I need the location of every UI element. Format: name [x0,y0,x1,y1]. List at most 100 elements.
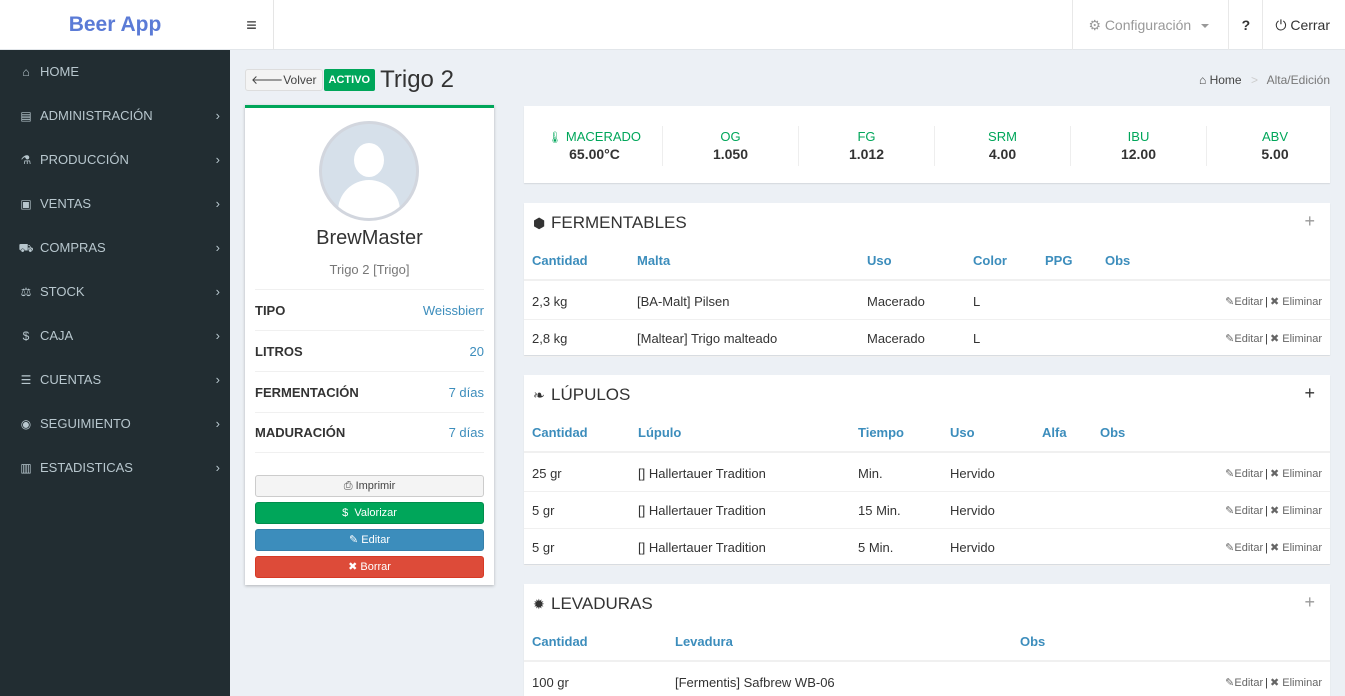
detail-value[interactable]: 7 días [448,425,484,440]
action-separator: | [1265,333,1268,345]
stat-label: ABV [1207,128,1343,145]
help-button[interactable]: ? [1228,0,1262,50]
app-logo[interactable]: Beer App [68,13,162,36]
bars-icon: ≡ [246,15,257,35]
navbar-right: ⚙ Configuración ? ⏻ Cerrar [1072,0,1345,50]
config-dropdown[interactable]: ⚙ Configuración [1072,0,1228,50]
valorizar-button[interactable]: $ Valorizar [255,502,484,524]
stat-value: 4.00 [988,146,1017,162]
delete-link-label: Eliminar [1282,468,1322,480]
edit-link[interactable]: ✎Editar [1225,468,1263,480]
avatar-body [338,180,400,218]
sidebar-item-seguimiento[interactable]: ◉ SEGUIMIENTO › [0,402,230,446]
chevron-right-icon: › [215,196,220,211]
close-icon: ✖ [1269,296,1283,308]
recipe-stats-box: 🌡 MACERADO 65.00°C OG 1.050 FG 1.012 SRM 4.00 IBU… [524,106,1330,183]
column-header[interactable]: Obs [1105,253,1131,268]
table-cell: 15 Min. [858,503,901,518]
column-header[interactable]: Uso [950,425,975,440]
lupulos-title: ❧ LÚPULOS [533,385,630,405]
delete-link[interactable]: ✖ Eliminar [1270,677,1322,689]
edit-link[interactable]: ✎Editar [1225,677,1263,689]
column-header[interactable]: Tiempo [858,425,904,440]
delete-link[interactable]: ✖ Eliminar [1270,505,1322,517]
breadcrumb-home[interactable]: ⌂ Home [1199,73,1242,87]
back-label: Volver [283,73,317,87]
edit-link[interactable]: ✎Editar [1225,542,1263,554]
sidebar-item-label: STOCK [40,284,85,299]
leaf-icon: ❧ [533,387,545,403]
edit-link[interactable]: ✎Editar [1225,296,1263,308]
edit-link[interactable]: ✎Editar [1225,505,1263,517]
delete-link-label: Eliminar [1282,333,1322,345]
table-cell: [] Hallertauer Tradition [638,540,766,555]
column-header[interactable]: Alfa [1042,425,1067,440]
column-header[interactable]: Levadura [675,634,733,649]
column-header[interactable]: Color [973,253,1007,268]
table-cell: 25 gr [532,466,562,481]
top-navbar: Beer App ≡ ⚙ Configuración ? ⏻ Cerrar [0,0,1345,50]
back-button[interactable]: 🡐Volver [245,69,323,91]
money-icon: ▣ [20,197,32,211]
column-header[interactable]: Malta [637,253,671,268]
column-header[interactable]: Cantidad [532,634,588,649]
delete-link[interactable]: ✖ Eliminar [1270,468,1322,480]
arrow-left-icon: 🡐 [251,73,284,87]
delete-link[interactable]: ✖ Eliminar [1270,296,1322,308]
edit-link-label: Editar [1234,333,1264,345]
column-header[interactable]: Obs [1100,425,1126,440]
table-cell: Hervido [950,540,995,555]
logout-button[interactable]: ⏻ Cerrar [1262,0,1345,50]
fermentables-title-label: FERMENTABLES [551,213,687,232]
sidebar-item-cuentas[interactable]: ☰ CUENTAS › [0,358,230,402]
close-icon: ✖ [1269,505,1283,517]
delete-button[interactable]: ✖ Borrar [255,556,484,578]
edit-button[interactable]: ✎ Editar [255,529,484,551]
sidebar-item-administración[interactable]: ▤ ADMINISTRACIÓN › [0,94,230,138]
column-header[interactable]: Cantidad [532,253,588,268]
sidebar-item-stock[interactable]: ⚖ STOCK › [0,270,230,314]
stat-label: 🌡 MACERADO [527,128,662,145]
sidebar-item-label: ESTADISTICAS [40,460,133,475]
list-icon: ☰ [20,373,32,387]
detail-value[interactable]: 20 [469,343,484,359]
sidebar-item-caja[interactable]: $ CAJA › [0,314,230,358]
edit-link-label: Editar [1234,505,1264,517]
levaduras-title: ✹ LEVADURAS [533,594,653,614]
edit-link-label: Editar [1234,542,1264,554]
sidebar-item-compras[interactable]: ⛟ COMPRAS › [0,226,230,270]
stat-label-text: OG [720,129,741,144]
delete-link[interactable]: ✖ Eliminar [1270,333,1322,345]
delete-link[interactable]: ✖ Eliminar [1270,542,1322,554]
stat-abv: ABV 5.00 [1207,126,1343,166]
sidebar-toggle-button[interactable]: ≡ [230,0,274,50]
column-header[interactable]: Lúpulo [638,425,682,440]
edit-link[interactable]: ✎Editar [1225,333,1263,345]
add-lupulo-button[interactable]: + [1304,383,1315,403]
add-levadura-button[interactable]: + [1304,592,1315,612]
table-cell: 100 gr [532,675,569,690]
table-cell: [Maltear] Trigo malteado [637,331,778,346]
pencil-icon: ✎ [1225,505,1235,517]
sidebar-item-estadisticas[interactable]: ▥ ESTADISTICAS › [0,446,230,490]
column-header[interactable]: Uso [867,253,892,268]
column-header[interactable]: PPG [1045,253,1073,268]
config-label: Configuración [1104,17,1192,33]
content-header: 🡐Volver ACTIVO Trigo 2 [245,65,454,95]
table-cell: [Fermentis] Safbrew WB-06 [675,675,835,690]
avatar [319,121,419,221]
table-cell: L [973,331,981,346]
row-actions: ✎Editar | ✖ Eliminar [1225,541,1322,554]
print-button[interactable]: ⎙ Imprimir [255,475,484,497]
column-header[interactable]: Cantidad [532,425,588,440]
detail-value[interactable]: 7 días [448,384,484,400]
fermentables-table-header: Cantidad Malta Uso Color PPG Obs [524,243,1330,281]
sidebar-item-ventas[interactable]: ▣ VENTAS › [0,182,230,226]
stat-label: IBU [1071,128,1206,145]
chevron-right-icon: › [215,284,220,299]
detail-value[interactable]: Weissbierr [422,302,484,318]
column-header[interactable]: Obs [1020,634,1046,649]
sidebar-item-home[interactable]: ⌂ HOME [0,50,230,94]
sidebar-item-producción[interactable]: ⚗ PRODUCCIÓN › [0,138,230,182]
add-fermentable-button[interactable]: + [1304,211,1315,231]
